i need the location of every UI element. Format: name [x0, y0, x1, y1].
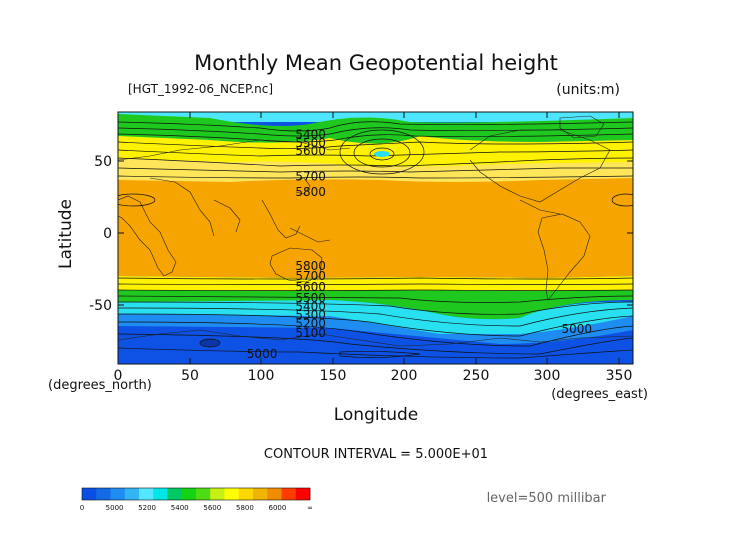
- colorbar-swatch: [238, 488, 254, 500]
- band-north-cyan: [118, 112, 633, 122]
- contour-label: 5700: [295, 169, 326, 183]
- colorbar-label: 6000: [268, 504, 286, 512]
- x-tick-label: 300: [534, 368, 561, 384]
- band-south-lightblue: [118, 314, 633, 344]
- colorbar-swatch: [82, 488, 97, 500]
- colorbar-swatch: [224, 488, 240, 500]
- colorbar-label: 0: [80, 504, 84, 512]
- x-tick-label: 200: [391, 368, 418, 384]
- colorbar-swatch: [153, 488, 168, 500]
- colorbar-swatch: [167, 488, 183, 500]
- contour-label: 5500: [295, 291, 326, 305]
- contour-labels: 5400550056005700580058005700560055005400…: [247, 127, 592, 361]
- x-tick-label: 50: [181, 368, 199, 384]
- colorbar-labels: 0 5000 5200 5400 5600 5800 6000 ∞: [80, 504, 313, 512]
- contour-lines: [118, 121, 633, 359]
- colorbar-label: 5000: [106, 504, 124, 512]
- contour-label: 5200: [295, 316, 326, 330]
- band-tropics-orange: [118, 178, 633, 278]
- colorbar-swatch: [110, 488, 126, 500]
- y-unit-label: (degrees_north): [48, 378, 152, 393]
- colorbar-label: 5800: [236, 504, 254, 512]
- x-tick-label: 150: [320, 368, 347, 384]
- colorbar: [81, 487, 311, 501]
- level-label: level=500 millibar: [487, 491, 607, 506]
- colorbar-swatch: [181, 488, 197, 500]
- contour-label: 5000: [247, 347, 278, 361]
- contour-label: 5100: [295, 326, 326, 340]
- colorbar-label: 5400: [171, 504, 189, 512]
- colorbar-label: 5600: [203, 504, 221, 512]
- low-center: [374, 151, 390, 157]
- colorbar-label: 5200: [138, 504, 156, 512]
- colorbar-label: ∞: [307, 504, 313, 512]
- contour-label: 5700: [295, 269, 326, 283]
- contour-interval: CONTOUR INTERVAL = 5.000E+01: [264, 447, 488, 462]
- chart-title: Monthly Mean Geopotential height: [194, 51, 558, 75]
- contour-label: 5800: [295, 185, 326, 199]
- x-tick-label: 0: [114, 368, 123, 384]
- units-label: (units:m): [556, 82, 620, 98]
- colorbar-swatch: [210, 488, 225, 500]
- y-axis-label: Latitude: [56, 199, 76, 269]
- colorbar-swatch: [139, 488, 154, 500]
- contour-label: 5600: [295, 144, 326, 158]
- contour-label: 5500: [295, 136, 326, 150]
- x-tick-labels: 0 50 100 150 200 250 300 350: [114, 368, 633, 384]
- plot-frame: [117, 111, 634, 365]
- colorbar-swatch: [196, 488, 211, 500]
- map-area: 5400550056005700580058005700560055005400…: [118, 112, 633, 364]
- colorbar-swatch: [124, 488, 140, 500]
- colorbar-swatch: [96, 488, 111, 500]
- x-ticks: [117, 112, 620, 364]
- y-ticks: [118, 160, 633, 306]
- colorbar-swatch: [295, 488, 311, 500]
- y-tick-label: -50: [89, 298, 112, 314]
- contour-label: 5300: [295, 308, 326, 322]
- x-unit-label: (degrees_east): [551, 387, 648, 402]
- colorbar-frame: [81, 487, 311, 501]
- x-tick-label: 350: [606, 368, 633, 384]
- file-label: [HGT_1992-06_NCEP.nc]: [128, 82, 273, 96]
- contour-label: 5400: [295, 300, 326, 314]
- x-tick-label: 250: [463, 368, 490, 384]
- y-tick-label: 0: [103, 226, 112, 242]
- x-axis-label: Longitude: [334, 405, 419, 425]
- y-tick-labels: 50 0 -50: [89, 154, 112, 314]
- colorbar-swatch: [253, 488, 268, 500]
- contour-label: 5800: [295, 259, 326, 273]
- coastlines: [118, 115, 633, 347]
- colorbar-swatch: [267, 488, 282, 500]
- color-bands: [118, 112, 633, 364]
- contour-label: 5600: [295, 280, 326, 294]
- contour-label: 5000: [562, 322, 593, 336]
- band-south-green: [118, 290, 633, 320]
- contour-label: 5400: [295, 127, 326, 141]
- x-tick-label: 100: [248, 368, 275, 384]
- y-tick-label: 50: [94, 154, 112, 170]
- colorbar-swatch: [281, 488, 297, 500]
